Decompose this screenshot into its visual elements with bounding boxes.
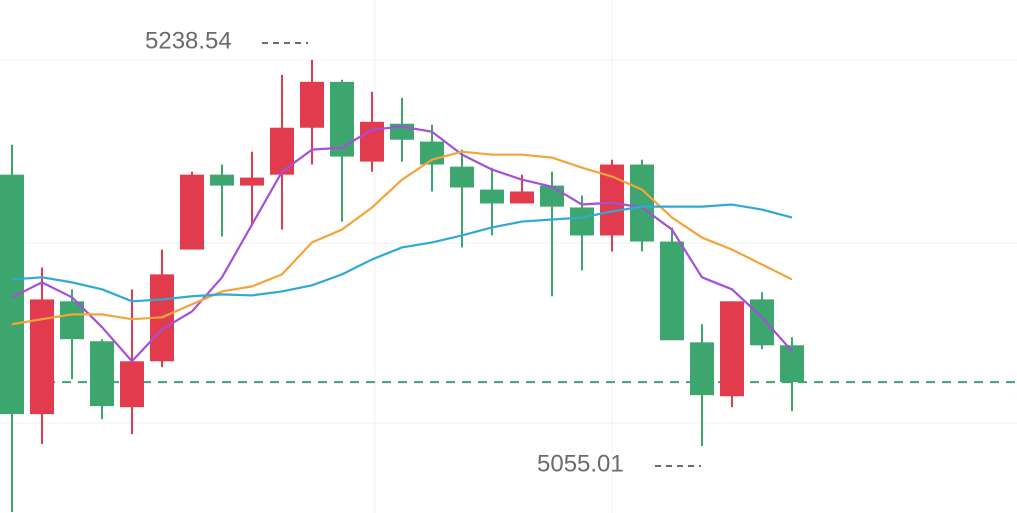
candle-body bbox=[450, 166, 474, 188]
candle-body bbox=[720, 301, 744, 397]
candle-body bbox=[420, 141, 444, 165]
candle-body bbox=[660, 241, 684, 341]
plot-area: 5238.54 5055.01 bbox=[0, 27, 1017, 512]
candle-body bbox=[60, 301, 84, 340]
candle-body bbox=[750, 299, 774, 346]
candle-body bbox=[690, 342, 714, 396]
candle-body bbox=[0, 174, 24, 415]
candle-body bbox=[570, 207, 594, 236]
candle-body bbox=[270, 127, 294, 175]
candle-body bbox=[120, 361, 144, 408]
low-annotation: 5055.01 bbox=[537, 450, 624, 477]
candle-body bbox=[630, 164, 654, 242]
candle-body bbox=[180, 174, 204, 250]
candle-body bbox=[510, 191, 534, 204]
moving-average-line bbox=[11, 203, 793, 303]
moving-average-line bbox=[11, 150, 793, 326]
candle-body bbox=[90, 341, 114, 407]
high-annotation: 5238.54 bbox=[145, 27, 232, 54]
candle-body bbox=[540, 185, 564, 207]
candle-body bbox=[210, 174, 234, 186]
candle-body bbox=[30, 299, 54, 415]
candle-body bbox=[330, 81, 354, 157]
candle-body bbox=[780, 345, 804, 383]
moving-average-line bbox=[11, 125, 793, 363]
candle-body bbox=[300, 81, 324, 128]
candle-body bbox=[240, 177, 264, 186]
candle-body bbox=[480, 189, 504, 204]
